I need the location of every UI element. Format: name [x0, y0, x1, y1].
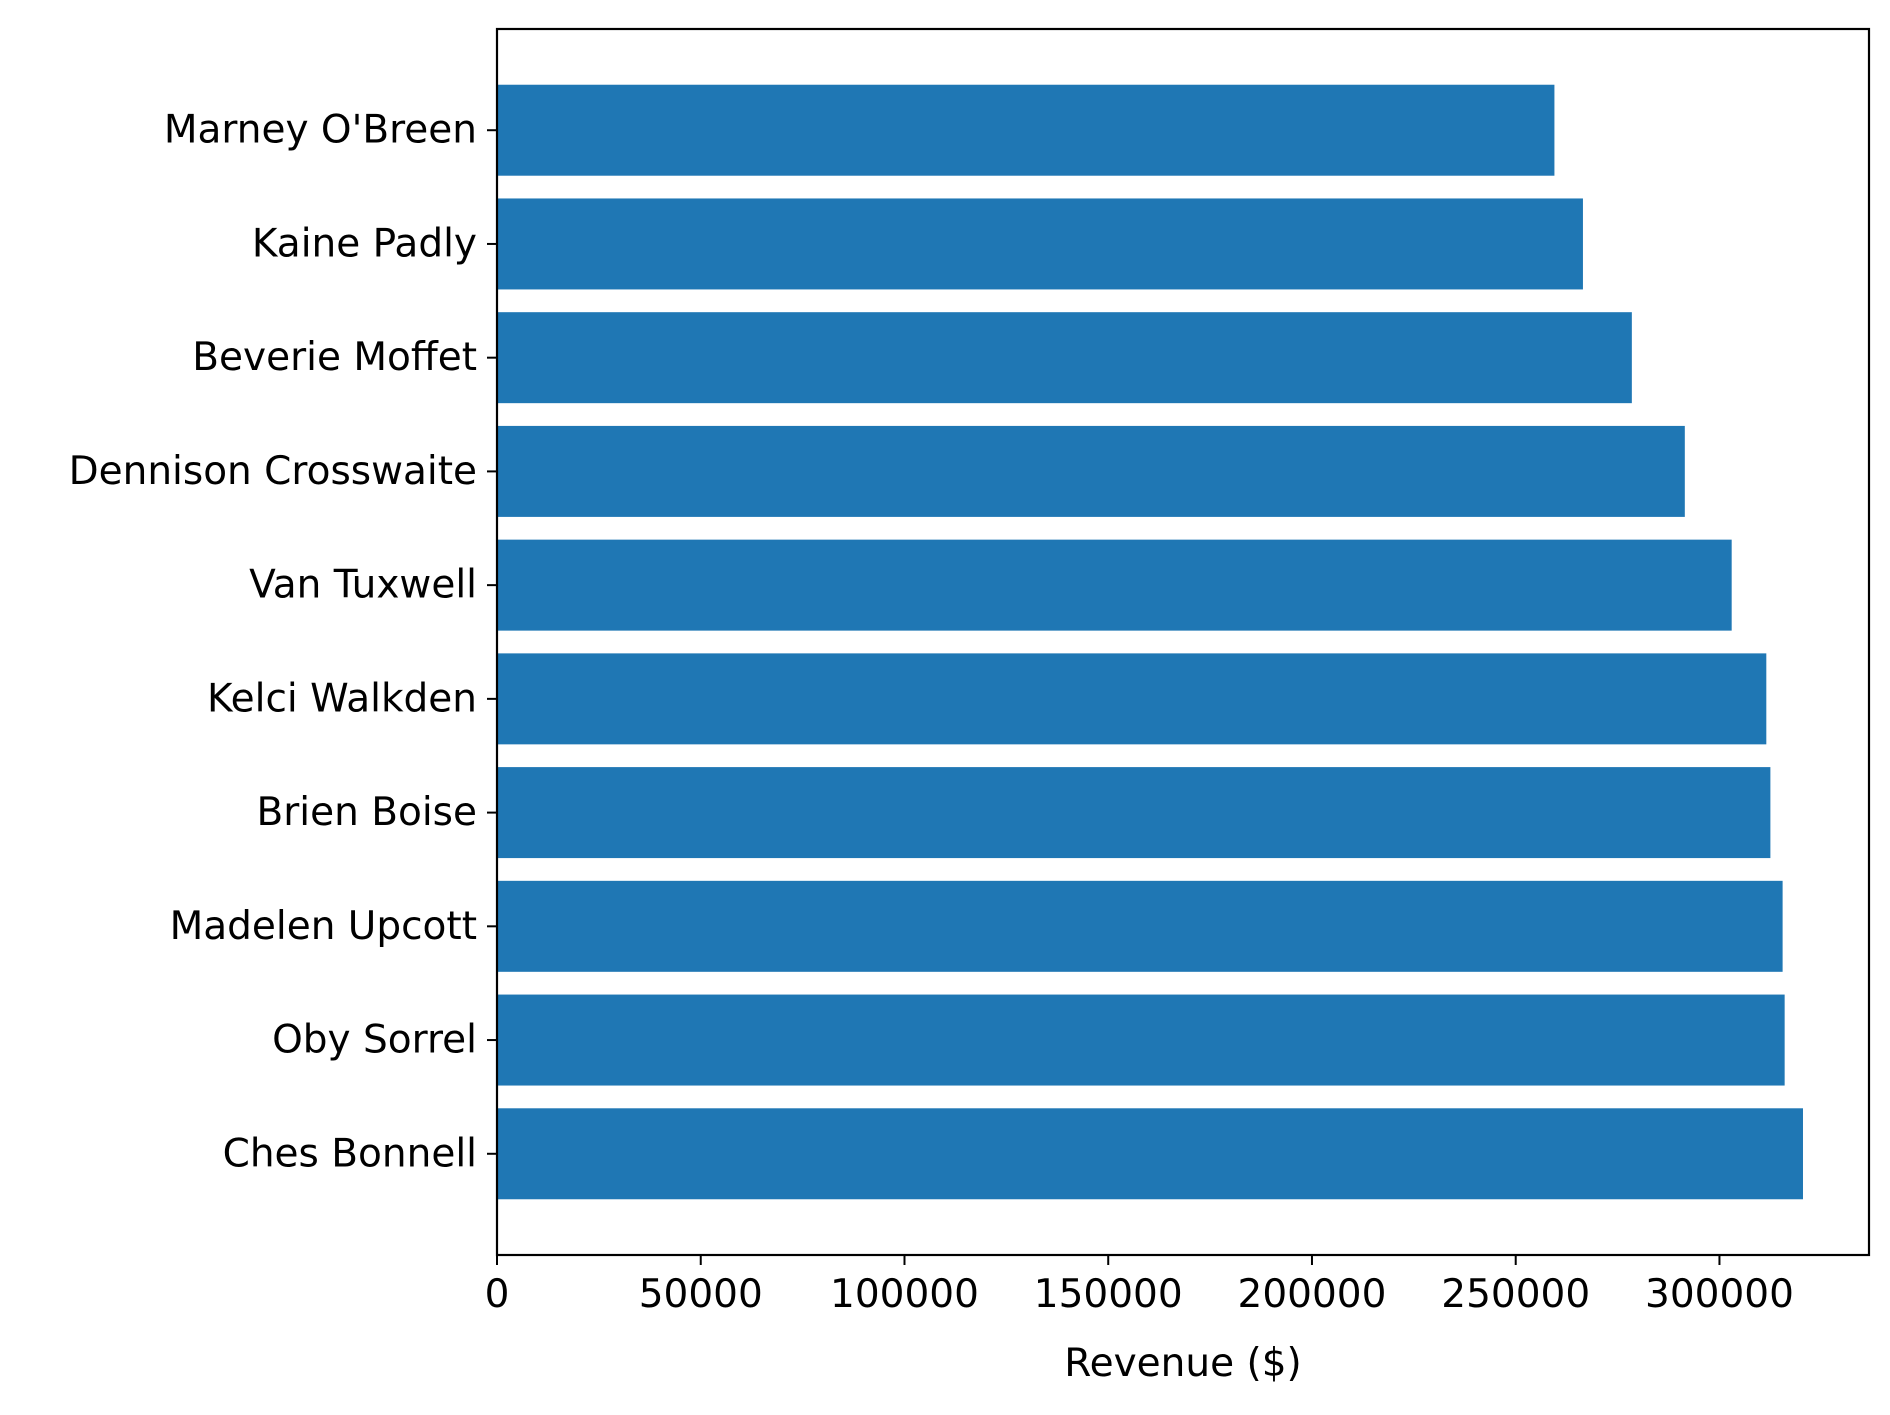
y-tick-label: Van Tuxwell: [249, 563, 477, 608]
bar: [497, 84, 1555, 176]
y-tick-label: Ches Bonnell: [223, 1131, 477, 1176]
y-tick-label: Beverie Moffet: [192, 335, 477, 380]
y-tick-label: Marney O'Breen: [164, 108, 477, 153]
bar: [497, 880, 1783, 972]
y-tick-label: Oby Sorrel: [272, 1018, 477, 1063]
x-tick-label: 0: [485, 1272, 510, 1317]
bar: [497, 767, 1771, 859]
x-axis-label: Revenue ($): [1064, 1341, 1302, 1386]
bar: [497, 539, 1732, 631]
y-axis-ticks: Marney O'Breen Kaine Padly Beverie Moffet D…: [69, 108, 497, 1176]
y-tick-label: Dennison Crosswaite: [69, 449, 477, 494]
bar: [497, 425, 1685, 517]
bar: [497, 994, 1785, 1086]
x-tick-label: 100000: [830, 1272, 979, 1317]
bars-group: [497, 84, 1803, 1200]
x-tick-label: 50000: [639, 1272, 763, 1317]
bar: [497, 1108, 1803, 1200]
x-tick-label: 300000: [1645, 1272, 1794, 1317]
bar: [497, 198, 1583, 290]
y-tick-label: Madelen Upcott: [170, 904, 477, 949]
bar: [497, 312, 1632, 404]
x-axis-ticks: 0 50000 100000 150000 200000 250000 300000: [485, 1255, 1794, 1317]
x-tick-label: 250000: [1441, 1272, 1590, 1317]
y-tick-label: Brien Boise: [257, 790, 478, 835]
bar: [497, 653, 1767, 745]
y-tick-label: Kaine Padly: [252, 221, 477, 266]
x-tick-label: 200000: [1238, 1272, 1387, 1317]
x-tick-label: 150000: [1034, 1272, 1183, 1317]
plot-frame: [495, 27, 1871, 1257]
y-tick-label: Kelci Walkden: [207, 676, 477, 721]
